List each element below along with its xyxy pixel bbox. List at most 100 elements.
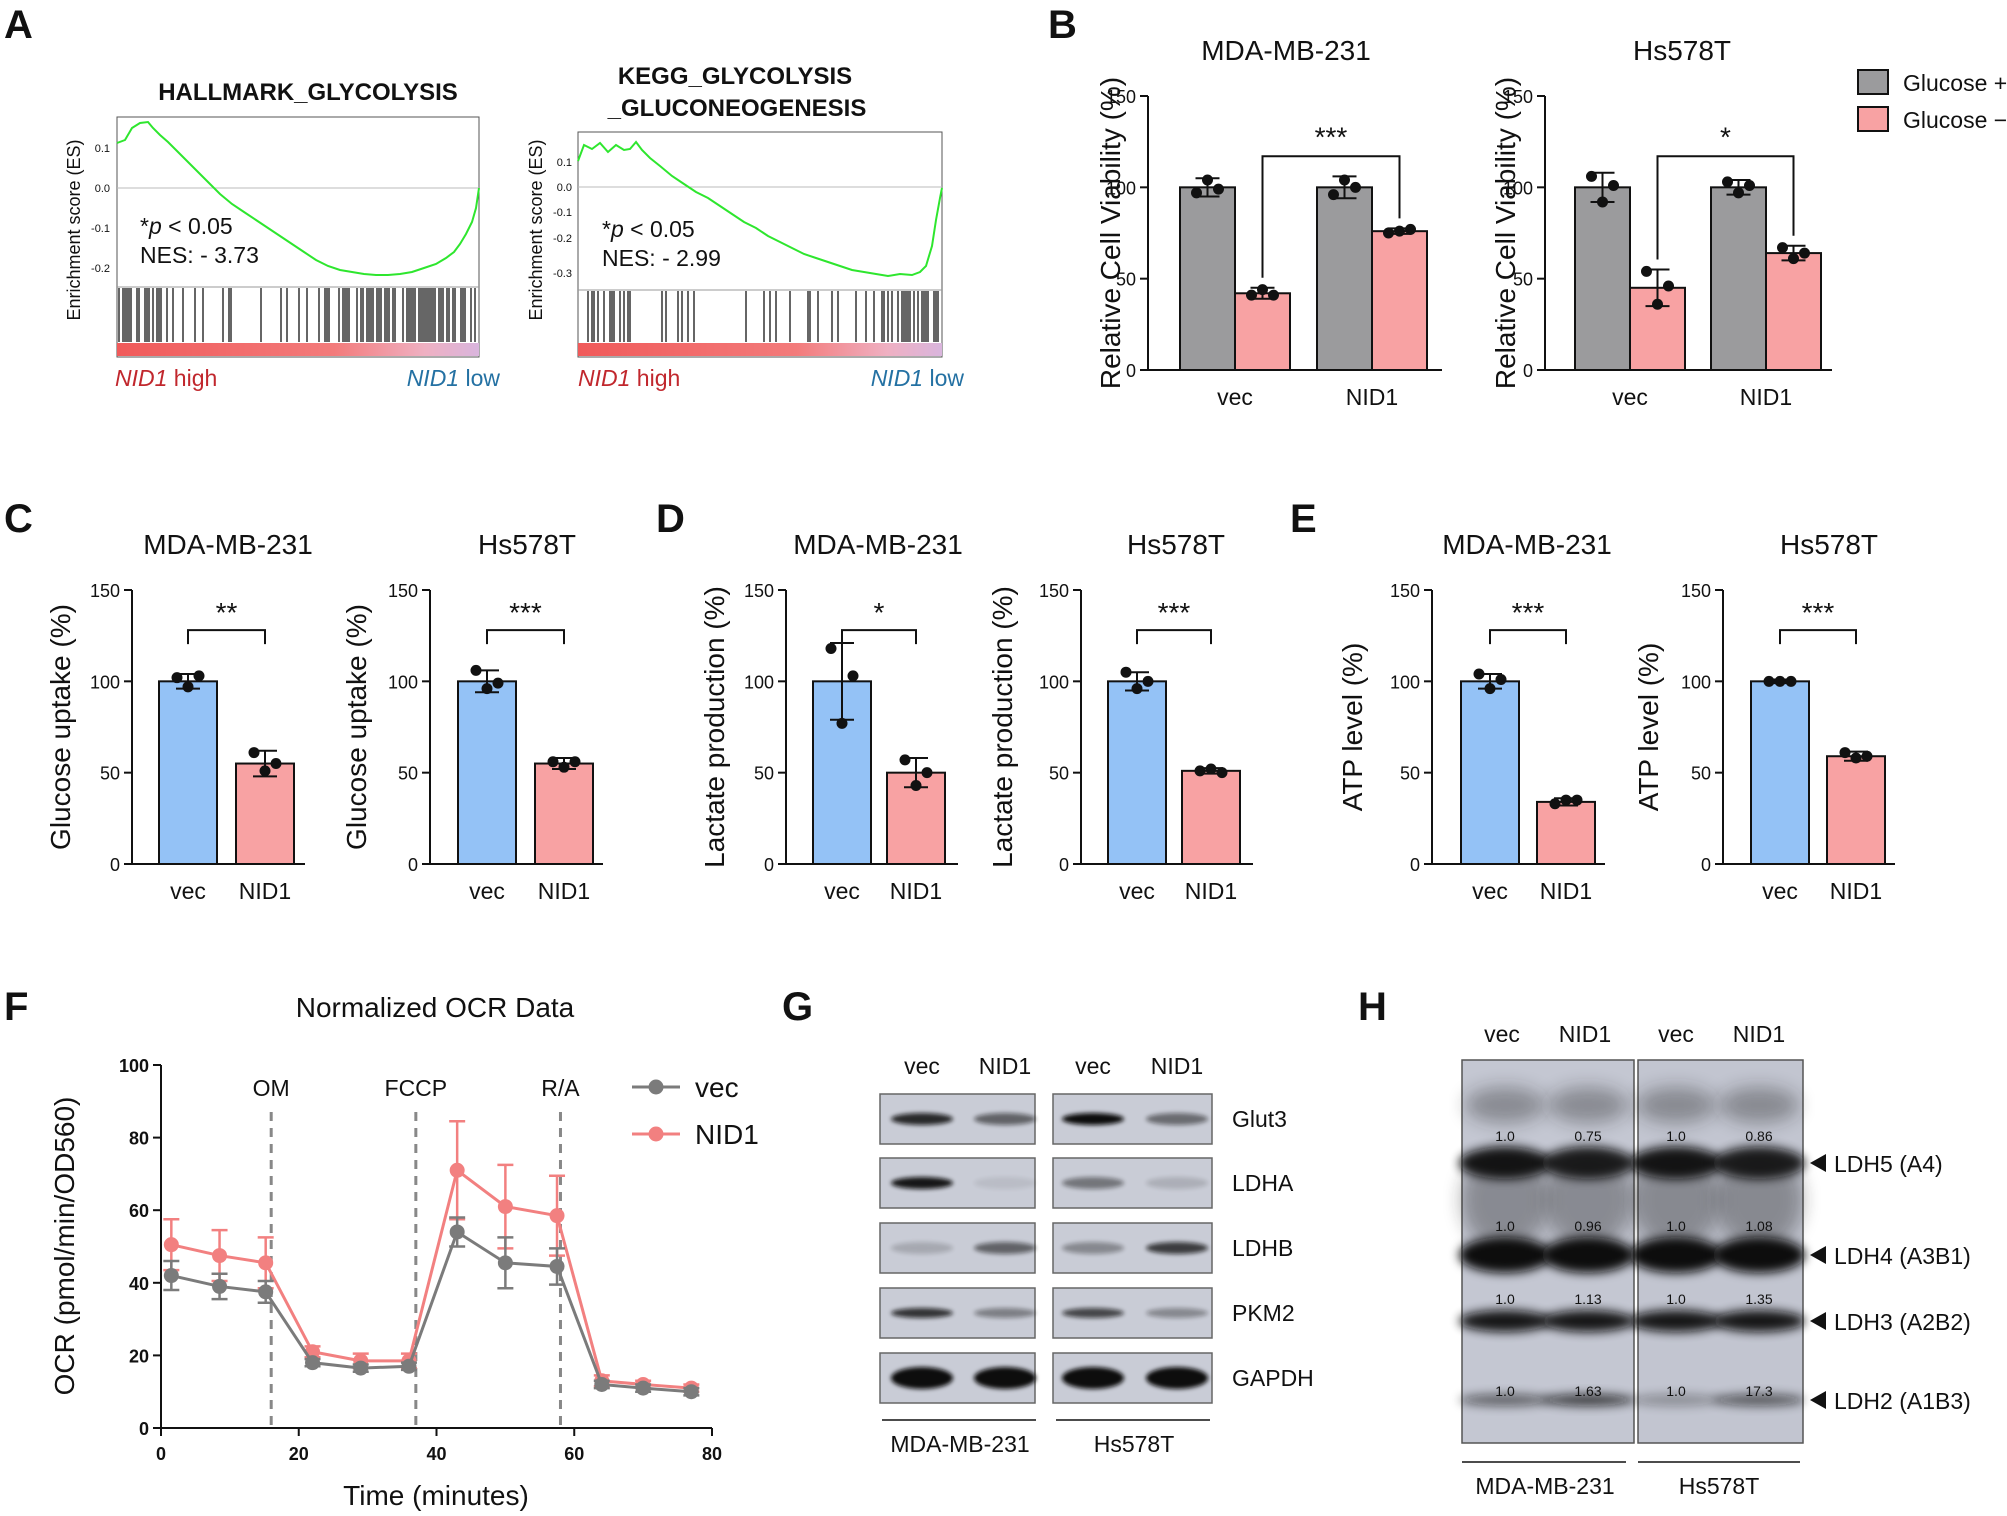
x-tick-label: NID1 xyxy=(1830,878,1882,904)
data-point xyxy=(1722,176,1733,188)
x-tick-label: NID1 xyxy=(1346,384,1398,410)
chart-title: Hs578T xyxy=(1127,529,1225,560)
bar-chart-B-mda: MDA-MB-231 Relative Cell Viability (%) 0 50… xyxy=(1095,35,1442,410)
chart-title: Hs578T xyxy=(478,529,576,560)
x-tick-label: vec xyxy=(170,878,206,904)
x-tick-label: vec xyxy=(824,878,860,904)
data-point xyxy=(258,1284,274,1300)
gsea-es-curve xyxy=(116,120,480,276)
legend-swatch-glucose-plus xyxy=(1857,69,1889,95)
bar-chart-C-hs: Hs578T Glucose uptake (%) 0 50 100 150 vec NID1… xyxy=(341,529,603,904)
data-point xyxy=(212,1248,228,1264)
series-line-nid1 xyxy=(171,1167,692,1390)
blot-band xyxy=(891,1177,953,1189)
x-tick-label: NID1 xyxy=(239,878,291,904)
blot-band xyxy=(1146,1308,1208,1318)
gel-band xyxy=(1459,1394,1551,1406)
data-point xyxy=(1777,242,1788,254)
data-point xyxy=(1484,683,1496,695)
data-point xyxy=(1788,253,1799,265)
gel-smear xyxy=(1465,1087,1545,1123)
data-point xyxy=(258,1255,274,1271)
y-tick-label: 100 xyxy=(1390,672,1420,692)
data-point xyxy=(1608,180,1619,192)
data-point xyxy=(163,1268,179,1284)
significance-bracket xyxy=(1261,155,1401,278)
data-point xyxy=(847,670,859,682)
chart-ylabel: OCR (pmol/min/OD560) xyxy=(49,1097,80,1396)
blot-band xyxy=(974,1308,1036,1318)
gsea-ytick: 0.1 xyxy=(557,157,572,169)
blot-protein-label: LDHA xyxy=(1232,1170,1294,1196)
band-ratio: 17.3 xyxy=(1745,1383,1772,1399)
gsea-ytick: -0.2 xyxy=(91,263,110,275)
data-point xyxy=(921,767,933,779)
bar xyxy=(158,680,218,865)
gsea-nes: NES: - 2.99 xyxy=(602,245,721,271)
gsea-hit-ticks xyxy=(118,288,476,342)
band-ratio: 1.13 xyxy=(1574,1291,1601,1307)
x-tick-label: NID1 xyxy=(1540,878,1592,904)
band-ratio: 1.63 xyxy=(1574,1383,1601,1399)
y-tick-label: 100 xyxy=(1681,672,1711,692)
isoform-arrow xyxy=(1810,1391,1826,1409)
data-point xyxy=(1120,666,1132,678)
blot-panel-G: vec NID1 vec NID1 Glut3 LDHA LDHB PKM2 GAPDH… xyxy=(879,1053,1314,1457)
y-tick-label: 50 xyxy=(1400,764,1420,784)
data-point xyxy=(259,765,271,777)
band-ratio: 1.0 xyxy=(1495,1383,1515,1399)
band-ratio: 1.0 xyxy=(1666,1128,1686,1144)
bar xyxy=(1181,769,1241,866)
blot-protein-label: LDHB xyxy=(1232,1235,1293,1261)
x-tick-label: NID1 xyxy=(538,878,590,904)
line-chart-ocr: Normalized OCR Data Time (minutes) OCR (pm… xyxy=(49,992,759,1511)
data-point xyxy=(825,642,837,654)
data-point xyxy=(492,677,504,689)
gsea-es-frame xyxy=(577,131,943,358)
bar xyxy=(1574,186,1631,371)
data-point xyxy=(248,747,260,759)
blot-band xyxy=(1062,1242,1124,1254)
blot-lane-label: vec xyxy=(904,1053,940,1079)
band-ratio: 1.0 xyxy=(1495,1128,1515,1144)
y-tick-label: 0 xyxy=(1523,361,1533,381)
significance-stars: ** xyxy=(216,597,238,628)
legend-label: Glucose − xyxy=(1903,107,2007,133)
data-point xyxy=(1799,247,1810,259)
data-point xyxy=(1663,280,1674,292)
gsea-ylabel: Enrichment score (ES) xyxy=(64,139,84,320)
band-ratio: 0.86 xyxy=(1745,1128,1772,1144)
chart-title: MDA-MB-231 xyxy=(143,529,313,560)
y-tick-label: 60 xyxy=(129,1201,149,1221)
y-tick-label: 0 xyxy=(110,855,120,875)
data-point xyxy=(1405,223,1416,235)
data-point xyxy=(910,779,922,791)
data-point xyxy=(1216,767,1228,779)
gel-band xyxy=(1459,1237,1551,1273)
data-point xyxy=(1205,763,1217,775)
significance-bracket xyxy=(486,629,565,645)
x-tick-label: vec xyxy=(1612,384,1648,410)
significance-bracket xyxy=(187,629,266,645)
bar xyxy=(1234,292,1291,371)
gsea-pval: *p < 0.05 xyxy=(602,216,695,242)
chart-ylabel: Lactate production (%) xyxy=(987,586,1018,868)
gsea-es-frame xyxy=(116,116,480,358)
data-point xyxy=(1495,674,1507,686)
y-tick-label: 0 xyxy=(764,855,774,875)
chart-ylabel: Relative Cell Viability (%) xyxy=(1490,77,1521,389)
bar-chart-D-mda: MDA-MB-231 Lactate production (%) 0 50 100 15… xyxy=(699,529,963,904)
data-point xyxy=(1191,187,1202,199)
y-tick-label: 50 xyxy=(100,764,120,784)
blot-cell-line: MDA-MB-231 xyxy=(890,1431,1029,1457)
data-point xyxy=(1246,289,1257,301)
panel-label-C: C xyxy=(4,497,33,541)
gel-band xyxy=(1542,1310,1634,1332)
blot-lane-label: NID1 xyxy=(1151,1053,1203,1079)
bar xyxy=(1710,186,1767,371)
blot-lane-label: vec xyxy=(1484,1021,1520,1047)
data-point xyxy=(193,670,205,682)
gsea-ytick: -0.2 xyxy=(553,233,572,245)
legend-swatch-glucose-minus xyxy=(1857,106,1889,132)
gsea-es-curve xyxy=(577,140,943,278)
